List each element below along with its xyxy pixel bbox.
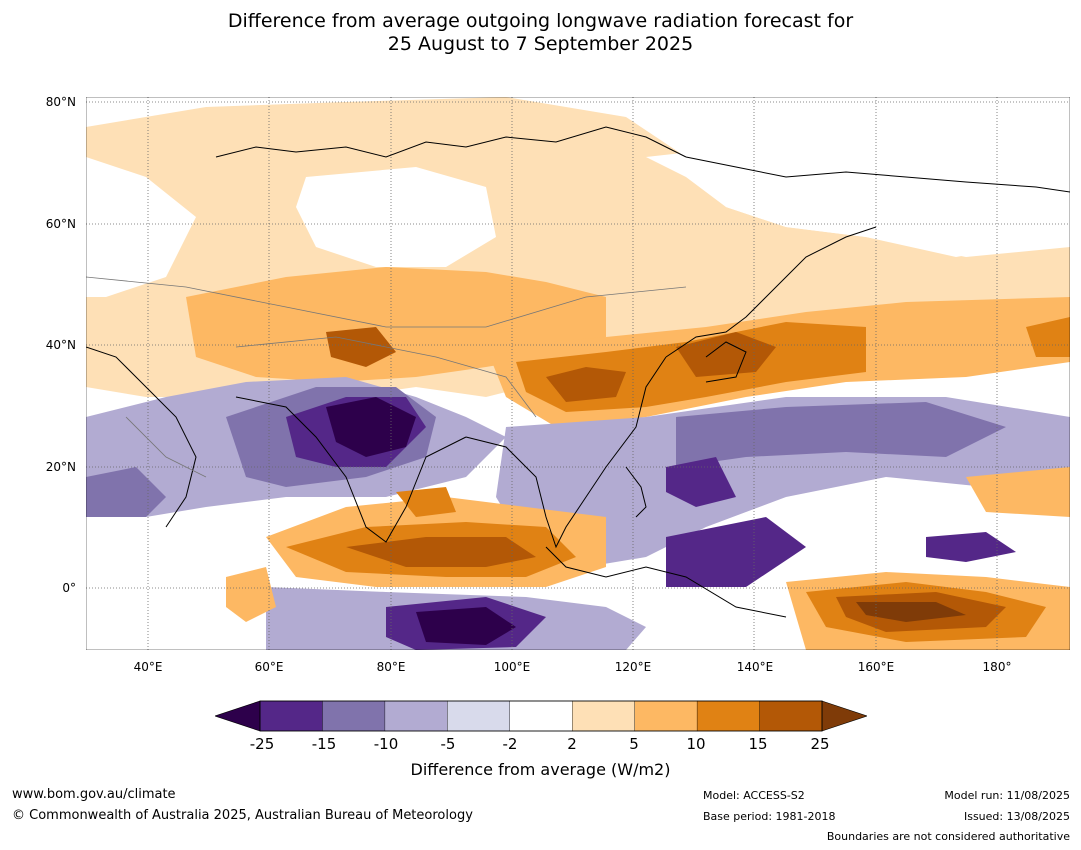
- fill-epac-orange: [966, 467, 1070, 517]
- colorbar-segment: [572, 700, 636, 732]
- lon-label-160e: 160°E: [857, 660, 895, 674]
- footer-url[interactable]: www.bom.gov.au/climate: [12, 787, 176, 802]
- country-borders: [86, 276, 687, 478]
- colorbar-segment: [634, 700, 698, 732]
- fill-east-asia-darker-orange: [546, 367, 626, 402]
- colorbar-segment: [696, 700, 761, 732]
- lat-label-40n: 40°N: [45, 338, 76, 352]
- lon-label-60e: 60°E: [254, 660, 284, 674]
- footer-issued: Issued: 13/08/2025: [963, 810, 1070, 823]
- fill-africa-orange: [226, 567, 276, 622]
- colorbar-tick: 15: [748, 735, 768, 753]
- fill-india-deepest: [326, 397, 416, 457]
- fill-east-siberia-white: [646, 147, 1070, 257]
- fill-io-deepest: [416, 607, 516, 645]
- fill-siberia-white: [296, 167, 496, 267]
- lat-label-80n: 80°N: [45, 95, 76, 109]
- colorbar-tick: 2: [567, 735, 577, 753]
- footer-model-run: Model run: 11/08/2025: [944, 789, 1070, 802]
- fill-tibet-orange: [326, 327, 396, 367]
- olr-anomaly-map: [86, 97, 1070, 650]
- title-line-1: Difference from average outgoing longwav…: [227, 10, 854, 32]
- colorbar-segment: [259, 700, 324, 732]
- title-line-2: 25 August to 7 September 2025: [387, 33, 694, 55]
- footer-base-period: Base period: 1981-2018: [703, 810, 836, 823]
- colorbar-tick: -5: [440, 735, 456, 753]
- colorbar-segment: [384, 700, 449, 732]
- fill-pacific-ne-orange: [1026, 317, 1070, 357]
- colorbar-extend-min: [215, 700, 261, 732]
- colorbar-segment: [759, 700, 823, 732]
- colorbar-tick: 10: [686, 735, 706, 753]
- gridlines: [86, 97, 1070, 650]
- colorbar: [215, 700, 867, 732]
- lon-label-140e: 140°E: [736, 660, 774, 674]
- footer-model: Model: ACCESS-S2: [703, 789, 805, 802]
- anomaly-fills: [86, 97, 1070, 650]
- colorbar-tick: -10: [373, 735, 399, 753]
- colorbar-tick: -2: [502, 735, 518, 753]
- colorbar-frame: [259, 700, 823, 732]
- colorbar-label: Difference from average (W/m2): [410, 760, 671, 779]
- colorbar-segment: [322, 700, 386, 732]
- fill-japan-orange: [676, 332, 776, 377]
- fill-arabia-purple: [86, 467, 166, 517]
- colorbar-tick: -25: [249, 735, 275, 753]
- colorbar-segment: [447, 700, 511, 732]
- fill-cpac-deepest: [856, 602, 966, 622]
- colorbar-tick: -15: [311, 735, 337, 753]
- fill-ph-sea-purple: [666, 517, 806, 587]
- colorbar-tick: 25: [810, 735, 830, 753]
- colorbar-extend-max: [821, 700, 867, 732]
- chart-title: Difference from average outgoing longwav…: [0, 10, 1081, 56]
- lat-label-20n: 20°N: [45, 460, 76, 474]
- lon-label-80e: 80°E: [376, 660, 406, 674]
- fill-bob-darker: [346, 537, 536, 567]
- lon-label-40e: 40°E: [133, 660, 163, 674]
- footer-disclaimer: Boundaries are not considered authoritat…: [826, 830, 1070, 843]
- lat-label-60n: 60°N: [45, 217, 76, 231]
- colorbar-segment: [509, 700, 573, 732]
- fill-west-white: [86, 157, 196, 297]
- lon-label-120e: 120°E: [614, 660, 652, 674]
- coastlines: [86, 126, 1070, 618]
- footer-copyright: © Commonwealth of Australia 2025, Austra…: [12, 808, 473, 823]
- colorbar-tick: 5: [629, 735, 639, 753]
- lat-label-0: 0°: [62, 581, 76, 595]
- fill-central-pacific-purple: [926, 532, 1016, 562]
- lon-label-100e: 100°E: [493, 660, 531, 674]
- lon-label-180: 180°: [982, 660, 1012, 674]
- fill-wpac-darkpurple: [666, 457, 736, 507]
- fill-wpac-purple: [676, 402, 1006, 467]
